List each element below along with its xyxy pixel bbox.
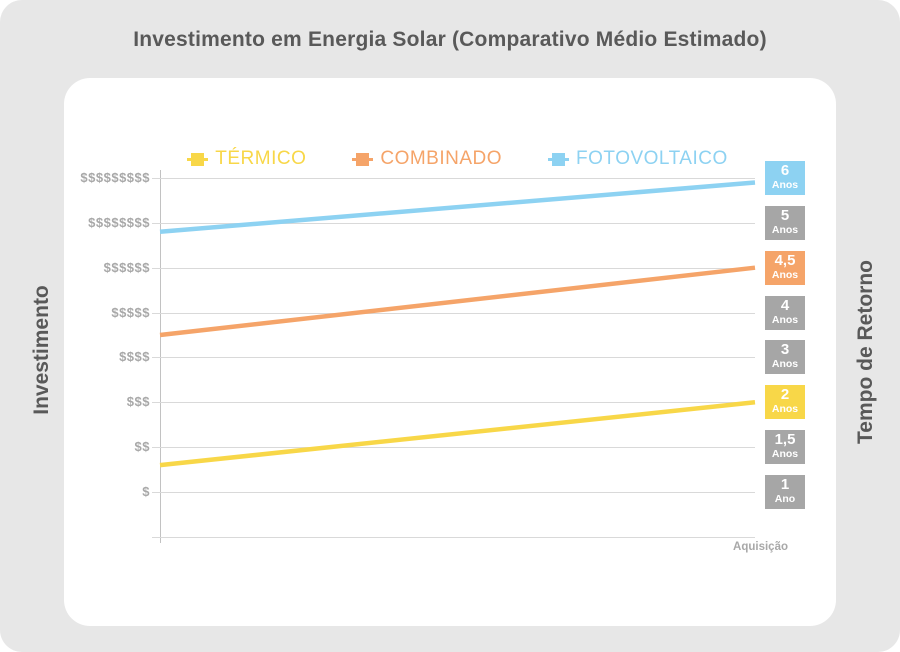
y-tick-label: $$$$$$ [103, 259, 150, 275]
legend-marker-part [552, 152, 566, 166]
legend-marker-part [352, 157, 357, 161]
legend-item-térmico: TÉRMICO [187, 148, 306, 170]
payback-badge-4-anos: 4 Anos [765, 295, 805, 330]
payback-badge-value: 6 [780, 162, 790, 179]
payback-badge-unit: Anos [771, 358, 799, 371]
payback-badge-value: 2 [780, 386, 790, 404]
chart-title: Investimento em Energia Solar (Comparati… [133, 28, 767, 51]
y-tick-label: $$$$ [119, 349, 150, 365]
legend-marker-part [548, 157, 553, 161]
y-tick-label: $$$ [126, 394, 150, 410]
payback-badge-1-5-anos: 1,5 Anos [765, 430, 805, 465]
payback-badge-6-anos: 6 Anos [765, 161, 805, 195]
payback-badge-value: 4 [780, 296, 790, 314]
legend-marker-part [356, 152, 370, 166]
gridline [152, 178, 755, 179]
legend-marker-icon [187, 152, 209, 166]
legend-label: COMBINADO [380, 148, 503, 169]
chart-card [64, 78, 836, 626]
payback-badge-value: 3 [780, 341, 790, 359]
gridline [152, 402, 755, 404]
y-tick-label: $$$$$$$$$ [80, 170, 150, 185]
payback-badge-4-5-anos: 4,5 Anos [765, 250, 805, 285]
legend-marker-part [565, 157, 570, 161]
payback-badge-unit: Anos [771, 223, 799, 236]
legend: TÉRMICO COMBINADO FOTOVOLTAICO [160, 147, 755, 171]
y-axis-line [160, 170, 161, 543]
gridline [152, 222, 755, 224]
x-axis-line [152, 536, 755, 538]
gridline [152, 357, 755, 359]
payback-badge-unit: Anos [771, 179, 799, 191]
payback-badge-value: 5 [780, 206, 790, 224]
legend-item-fotovoltaico: FOTOVOLTAICO [548, 148, 728, 170]
legend-item-combinado: COMBINADO [352, 148, 502, 170]
payback-badge-unit: Anos [771, 403, 799, 416]
legend-label: TÉRMICO [215, 148, 307, 169]
legend-marker-part [369, 157, 374, 161]
payback-badge-value: 4,5 [774, 251, 796, 269]
legend-label: FOTOVOLTAICO [576, 148, 728, 169]
payback-badge-unit: Anos [771, 448, 799, 461]
payback-badge-unit: Ano [774, 493, 796, 505]
payback-badge-3-anos: 3 Anos [765, 340, 805, 375]
legend-marker-icon [352, 152, 374, 166]
payback-badge-5-anos: 5 Anos [765, 205, 805, 240]
payback-badge-unit: Anos [771, 268, 799, 281]
y-tick-label: $$ [134, 439, 150, 455]
payback-badge-value: 1 [780, 476, 790, 493]
payback-badge-unit: Anos [771, 313, 799, 326]
payback-badge-1-ano: 1 Ano [765, 475, 805, 509]
y-tick-label: $$$$$$$$ [88, 214, 150, 230]
legend-marker-part [204, 157, 209, 161]
legend-marker-icon [548, 152, 570, 166]
gridline [152, 312, 755, 314]
legend-marker-part [187, 157, 192, 161]
gridline [152, 267, 755, 269]
y-tick-label: $ [142, 484, 150, 499]
gridline [152, 492, 755, 493]
payback-badge-value: 1,5 [774, 431, 796, 449]
y-tick-label: $$$$$ [111, 304, 150, 320]
x-axis-label: Aquisição [733, 541, 788, 553]
gridline [152, 447, 755, 449]
payback-badge-2-anos: 2 Anos [765, 385, 805, 420]
legend-marker-part [191, 152, 205, 166]
